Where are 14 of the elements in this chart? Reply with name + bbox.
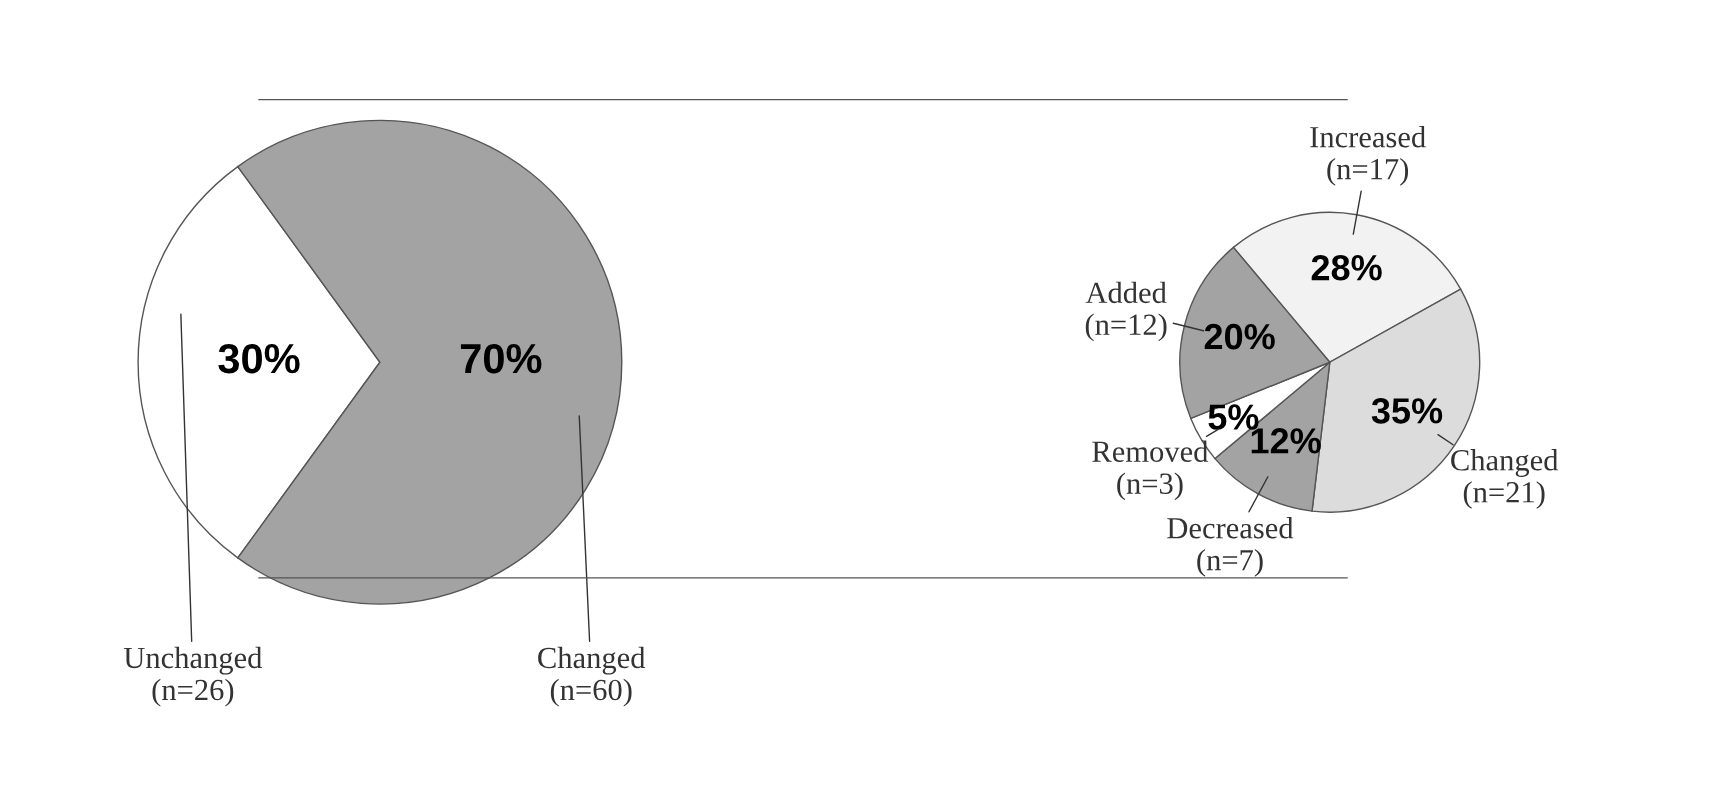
slice-label: Increased (n=17) — [1310, 125, 1426, 186]
data-label: 12% — [1251, 428, 1321, 454]
data-label: 35% — [1371, 398, 1443, 424]
slice-label: Removed (n=3) — [1092, 440, 1209, 501]
data-label: 70% — [460, 343, 542, 374]
slice-label: Decreased (n=7) — [1167, 517, 1294, 577]
data-label: 28% — [1311, 254, 1382, 281]
slice-label: Changed (n=60) — [538, 646, 646, 707]
data-label: 5% — [1208, 404, 1259, 430]
slice-label: Added (n=12) — [1085, 281, 1167, 342]
data-label: 30% — [218, 343, 300, 374]
slice-label: Unchanged (n=26) — [123, 646, 263, 707]
data-label: 20% — [1204, 323, 1275, 350]
slice-label: Changed (n=21) — [1451, 449, 1559, 509]
